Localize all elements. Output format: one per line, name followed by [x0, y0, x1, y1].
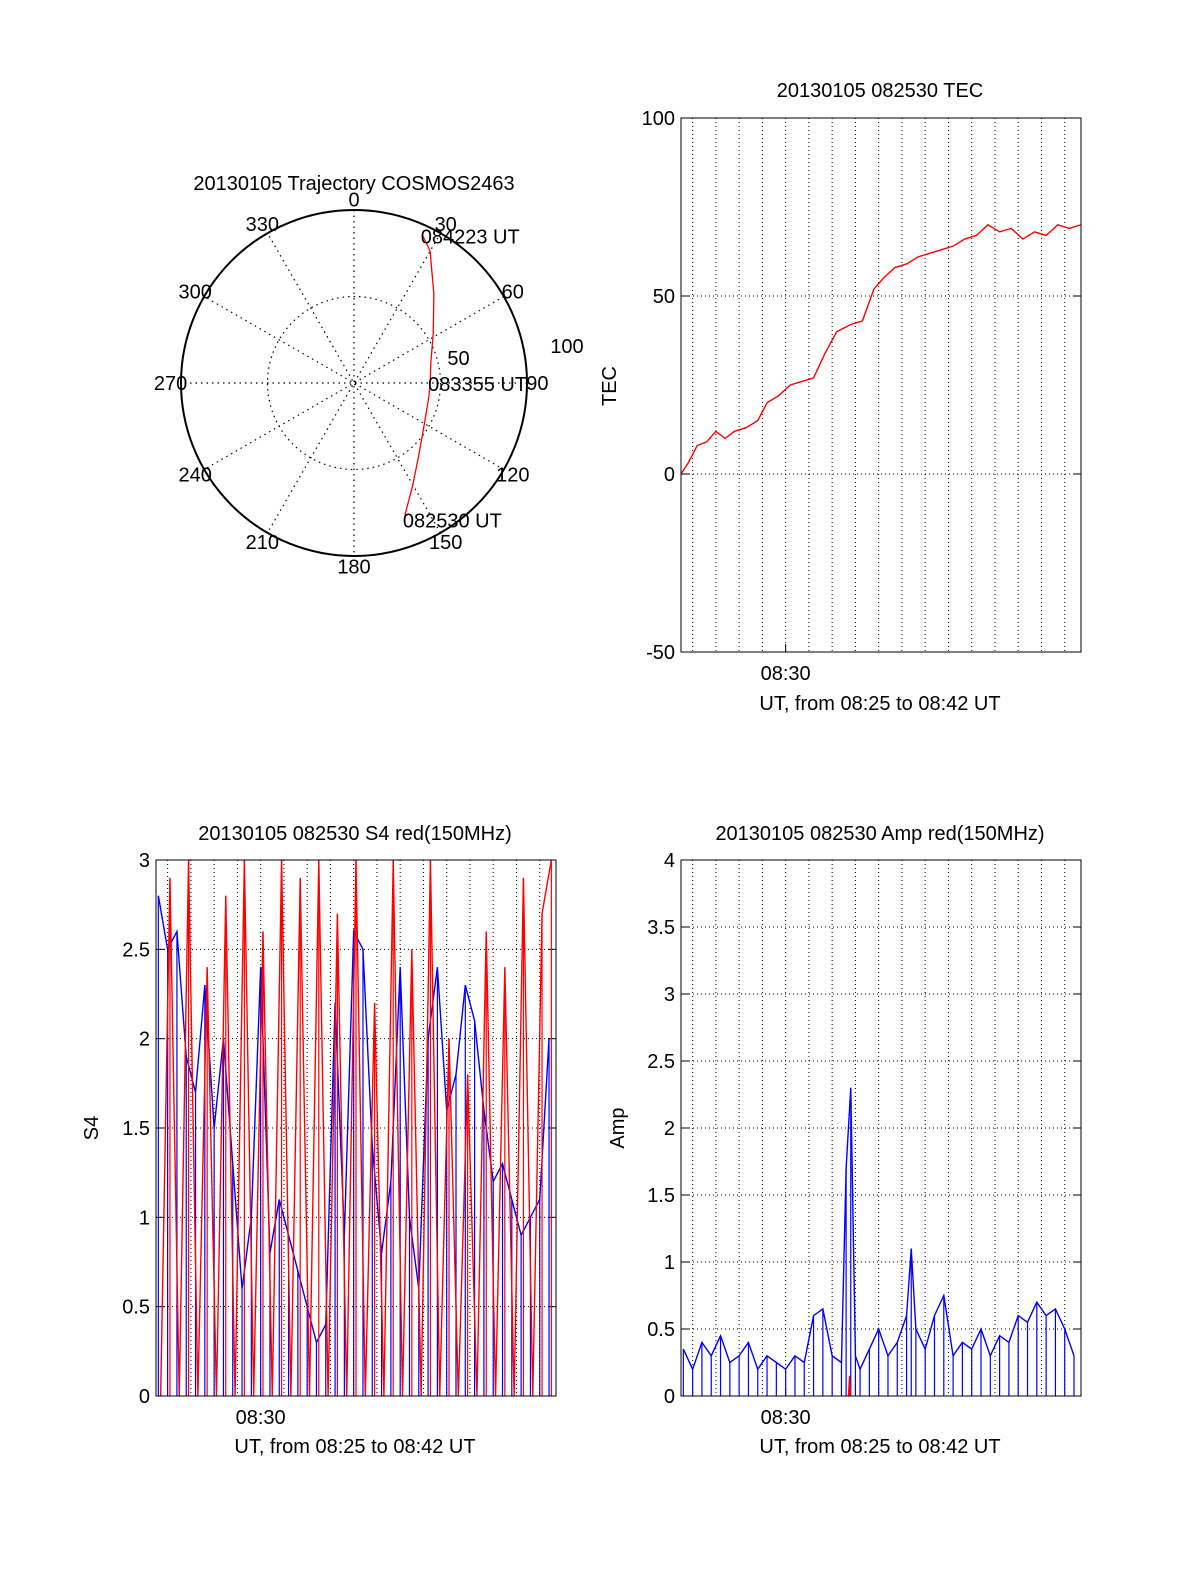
y-tick-label: 1 — [664, 1252, 675, 1274]
y-tick-label: 2.5 — [647, 1051, 675, 1073]
s4-line-chart: 20130105 082530 S4 red(150MHz) UT, from … — [81, 823, 557, 1458]
amp-line-chart: 20130105 082530 Amp red(150MHz) UT, from… — [607, 823, 1082, 1458]
trajectory-track — [404, 235, 435, 516]
s4-plot-area: 0 0.5 1 1.5 2 2.5 3 08:30 — [122, 850, 557, 1429]
polar-spoke — [266, 232, 442, 534]
y-tick-label: 50 — [653, 286, 675, 308]
y-tick-label: 100 — [642, 108, 675, 130]
y-tick-label: 1.5 — [122, 1118, 150, 1140]
trajectory-title: 20130105 Trajectory COSMOS2463 — [193, 173, 514, 195]
x-tick-label: 08:30 — [761, 663, 811, 685]
amp-xlabel: UT, from 08:25 to 08:42 UT — [759, 1436, 1000, 1458]
polar-radial-label: 100 — [550, 336, 583, 358]
trajectory-time-label: 084223 UT — [421, 227, 520, 249]
y-tick-label: 1 — [139, 1207, 150, 1229]
y-tick-label: 0.5 — [122, 1297, 150, 1319]
amp-plot-area: 0 0.5 1 1.5 2 2.5 3 3.5 4 08:30 — [647, 850, 1082, 1429]
tec-title: 20130105 082530 TEC — [777, 80, 983, 102]
polar-angle-label: 330 — [246, 214, 279, 236]
polar-angle-label: 180 — [337, 556, 370, 578]
x-tick-label: 08:30 — [761, 1407, 811, 1429]
trajectory-time-label: 083355 UT — [428, 374, 527, 396]
y-tick-label: 0 — [664, 464, 675, 486]
polar-angle-label: 30 — [435, 214, 457, 236]
y-tick-label: 3 — [664, 984, 675, 1006]
y-tick-label: 3 — [139, 850, 150, 872]
trajectory-time-label: 082530 UT — [403, 510, 502, 532]
amp-title: 20130105 082530 Amp red(150MHz) — [715, 823, 1044, 845]
series-line-red — [681, 223, 1081, 475]
tec-xlabel: UT, from 08:25 to 08:42 UT — [759, 693, 1000, 715]
polar-grid — [180, 209, 528, 557]
y-tick-label: 2 — [664, 1118, 675, 1140]
polar-angle-label: 150 — [429, 532, 462, 554]
plot-frame — [680, 859, 1082, 1397]
polar-angle-labels: 0 30 60 90 120 150 180 210 240 270 300 330 — [154, 190, 549, 579]
s4-xlabel: UT, from 08:25 to 08:42 UT — [234, 1436, 475, 1458]
polar-spoke — [266, 232, 442, 534]
s4-title: 20130105 082530 S4 red(150MHz) — [198, 823, 512, 845]
y-tick-label: 3.5 — [647, 917, 675, 939]
polar-angle-label: 300 — [179, 281, 212, 303]
polar-angle-label: 0 — [348, 190, 359, 212]
polar-angle-label: 210 — [246, 532, 279, 554]
tec-plot-area: -50 0 50 100 08:30 — [642, 108, 1082, 685]
s4-ylabel: S4 — [81, 1116, 103, 1140]
y-tick-label: 0.5 — [647, 1319, 675, 1341]
y-tick-label: 0 — [664, 1386, 675, 1408]
trajectory-polar-chart: 20130105 Trajectory COSMOS2463 0 30 60 90 12… — [154, 173, 584, 578]
polar-radial-labels: 50 100 — [447, 336, 583, 370]
polar-angle-label: 270 — [154, 373, 187, 395]
polar-radial-label: 50 — [447, 348, 469, 370]
trajectory-line — [404, 235, 435, 516]
y-tick-label: 0 — [139, 1386, 150, 1408]
y-tick-label: 2 — [139, 1029, 150, 1051]
polar-angle-label: 240 — [179, 465, 212, 487]
polar-angle-label: 120 — [496, 465, 529, 487]
tec-line-chart: 20130105 082530 TEC UT, from 08:25 to 08… — [599, 80, 1082, 715]
plot-frame — [680, 117, 1082, 653]
trajectory-annotations: 084223 UT 083355 UT 082530 UT — [403, 227, 527, 533]
polar-angle-label: 60 — [502, 281, 524, 303]
y-tick-label: 4 — [664, 850, 675, 872]
amp-ylabel: Amp — [607, 1107, 629, 1148]
polar-inner-circle — [266, 295, 442, 471]
y-tick-label: 1.5 — [647, 1185, 675, 1207]
y-tick-label: 2.5 — [122, 939, 150, 961]
x-tick-label: 08:30 — [236, 1407, 286, 1429]
polar-angle-label: 90 — [526, 373, 548, 395]
series-line-blue — [682, 1087, 1075, 1372]
plot-frame — [155, 859, 557, 1397]
y-tick-label: -50 — [646, 642, 675, 664]
tec-ylabel: TEC — [599, 366, 621, 406]
